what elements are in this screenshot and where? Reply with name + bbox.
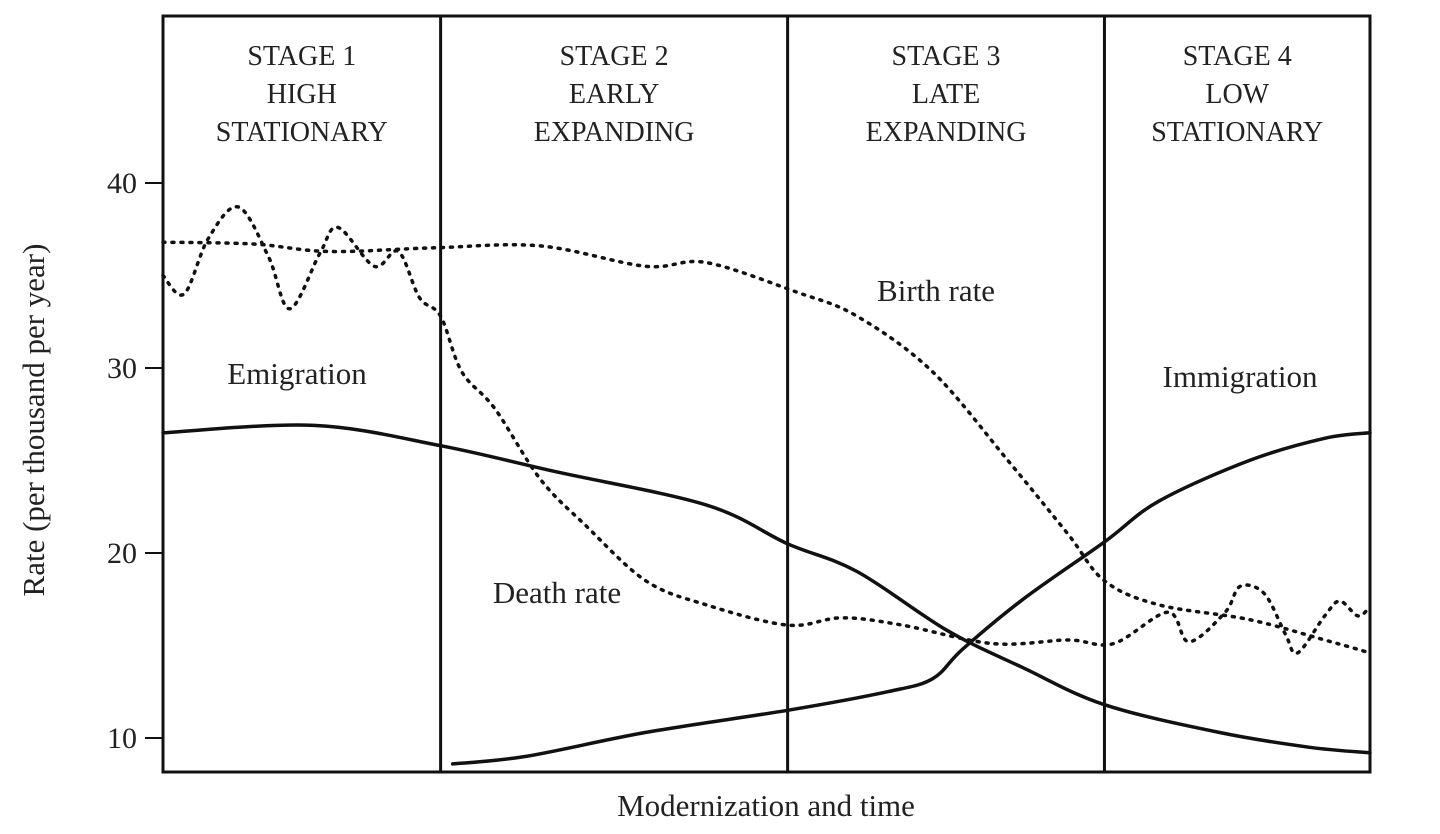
- death-rate-annotation: Death rate: [493, 575, 621, 610]
- stage-label-line: HIGH: [267, 79, 337, 110]
- stage-3-label: STAGE 3 LATE EXPANDING: [866, 41, 1027, 148]
- stage-labels: STAGE 1 HIGH STATIONARY STAGE 2 EARLY EXPANDI…: [216, 41, 1323, 148]
- stage-4-label: STAGE 4 LOW STATIONARY: [1151, 41, 1323, 148]
- plot-frame: [161, 14, 1372, 774]
- stage-1-label: STAGE 1 HIGH STATIONARY: [216, 41, 388, 148]
- y-tick-label: 30: [107, 352, 137, 385]
- immigration-line: [450, 431, 1372, 766]
- immigration-annotation: Immigration: [1163, 359, 1318, 394]
- birth-rate-line: [161, 240, 1372, 655]
- y-tick-label: 40: [107, 167, 137, 200]
- stage-label-line: LATE: [912, 79, 980, 110]
- stage-label-line: STAGE 1: [247, 41, 356, 72]
- stage-label-line: EXPANDING: [534, 117, 695, 148]
- stage-label-line: STAGE 2: [560, 41, 669, 72]
- stage-label-line: EARLY: [569, 79, 660, 110]
- birth-rate-annotation: Birth rate: [877, 273, 995, 308]
- stage-label-line: STAGE 4: [1183, 41, 1292, 72]
- emigration-annotation: Emigration: [227, 356, 367, 391]
- y-tick-label: 10: [107, 722, 137, 755]
- stage-label-line: EXPANDING: [866, 117, 1027, 148]
- emigration-line: [161, 423, 1372, 755]
- stage-2-label: STAGE 2 EARLY EXPANDING: [534, 41, 695, 148]
- y-axis-label: Rate (per thousand per year): [16, 244, 51, 597]
- death-rate-line: [161, 205, 1372, 656]
- y-axis: 10 20 30 40: [107, 167, 163, 755]
- annotations: Emigration Birth rate Immigration Death rat…: [227, 273, 1318, 610]
- series-lines: [161, 205, 1372, 766]
- stage-label-line: STATIONARY: [1151, 117, 1323, 148]
- stage-label-line: STATIONARY: [216, 117, 388, 148]
- stage-label-line: STAGE 3: [892, 41, 1001, 72]
- stage-label-line: LOW: [1205, 79, 1269, 110]
- x-axis-label: Modernization and time: [617, 788, 915, 823]
- y-tick-label: 20: [107, 537, 137, 570]
